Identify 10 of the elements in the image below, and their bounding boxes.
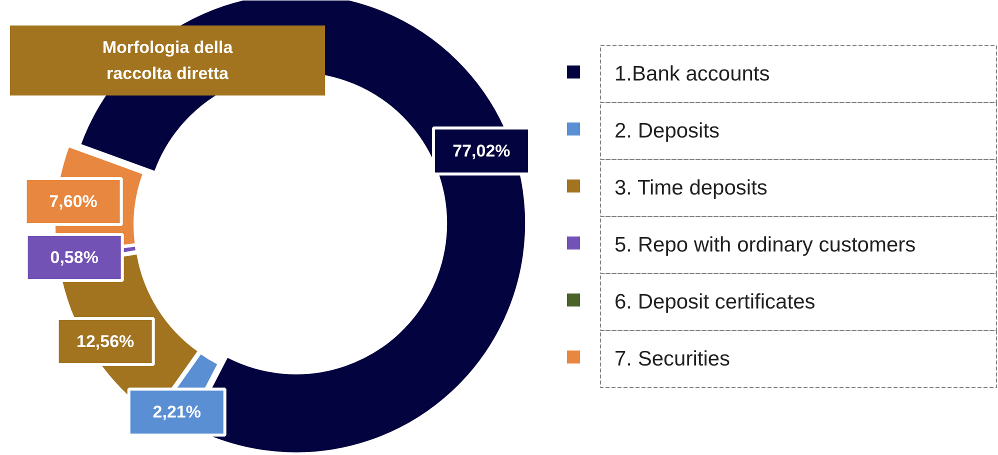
data-label: 12,56% [76, 332, 134, 352]
legend-label: 1.Bank accounts [614, 62, 770, 86]
data-label: 77,02% [452, 141, 510, 160]
text: Morfologia della raccolta diretta [102, 38, 234, 83]
legend-label: 3. Time deposits [614, 176, 768, 200]
legend-label: 5. Repo with ordinary customers [614, 234, 916, 256]
legend-label: 2. Deposits [614, 120, 720, 142]
legend-label: 6. Deposit certificates [614, 290, 816, 314]
legend-label: 7. Securities [614, 348, 730, 370]
data-label: 7,60% [49, 192, 98, 211]
